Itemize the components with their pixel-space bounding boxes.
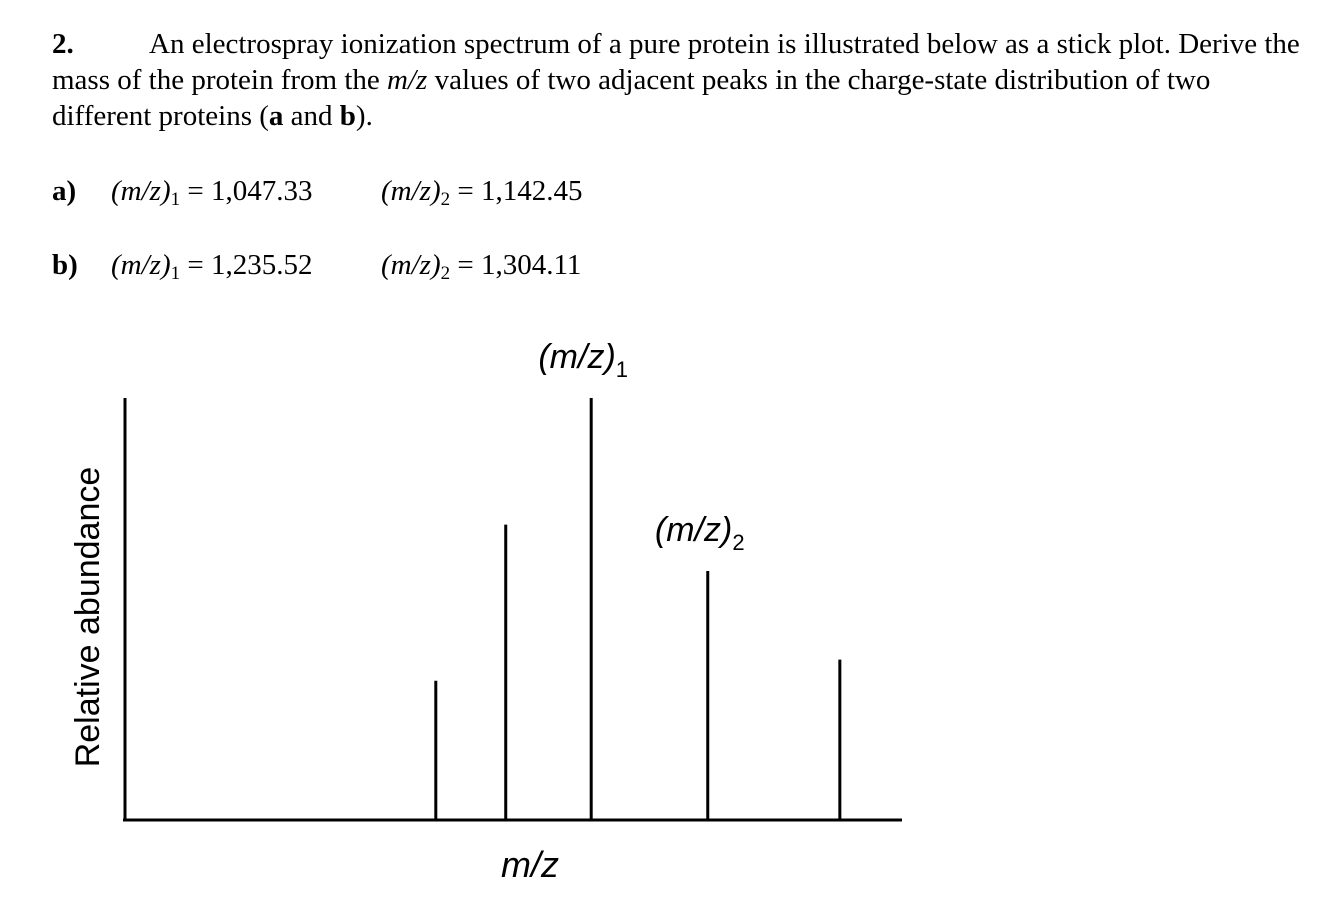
x-axis-label: m/z — [501, 844, 559, 885]
question-end: ). — [355, 100, 373, 132]
part-b-mz1: (m/z)1 = 1,235.52 — [111, 249, 313, 284]
part-b-values: b) (m/z)1 = 1,235.52 (m/z)2 = 1,304.11 — [52, 247, 672, 283]
part-a-mz1: (m/z)1 = 1,047.33 — [111, 175, 313, 210]
part-a-mz2: (m/z)2 = 1,142.45 — [381, 175, 583, 210]
y-axis-label: Relative abundance — [69, 467, 107, 768]
part-b-mz2: (m/z)2 = 1,304.11 — [381, 249, 582, 284]
part-a-values: a) (m/z)1 = 1,047.33 (m/z)2 = 1,142.45 — [52, 173, 672, 209]
question-number: 2. — [52, 28, 74, 60]
question-text-1: An electrospray ionization spectrum of a… — [52, 28, 1300, 96]
peak-3-label: (m/z)1 — [538, 338, 628, 382]
question-text-2: values of two adjacent peaks in the char… — [52, 64, 1211, 132]
part-a-label: a) — [52, 175, 77, 207]
question-and: and — [283, 100, 340, 132]
mz-term: m/z — [387, 64, 428, 96]
part-b-ref: b — [339, 100, 356, 132]
question-text: 2. An electrospray ionization spectrum of… — [52, 26, 1302, 134]
peak-4-label: (m/z)2 — [655, 511, 745, 555]
part-a-ref: a — [268, 100, 284, 132]
peaks-group: (m/z)1 (m/z)2 — [434, 338, 842, 820]
part-b-label: b) — [52, 249, 78, 281]
